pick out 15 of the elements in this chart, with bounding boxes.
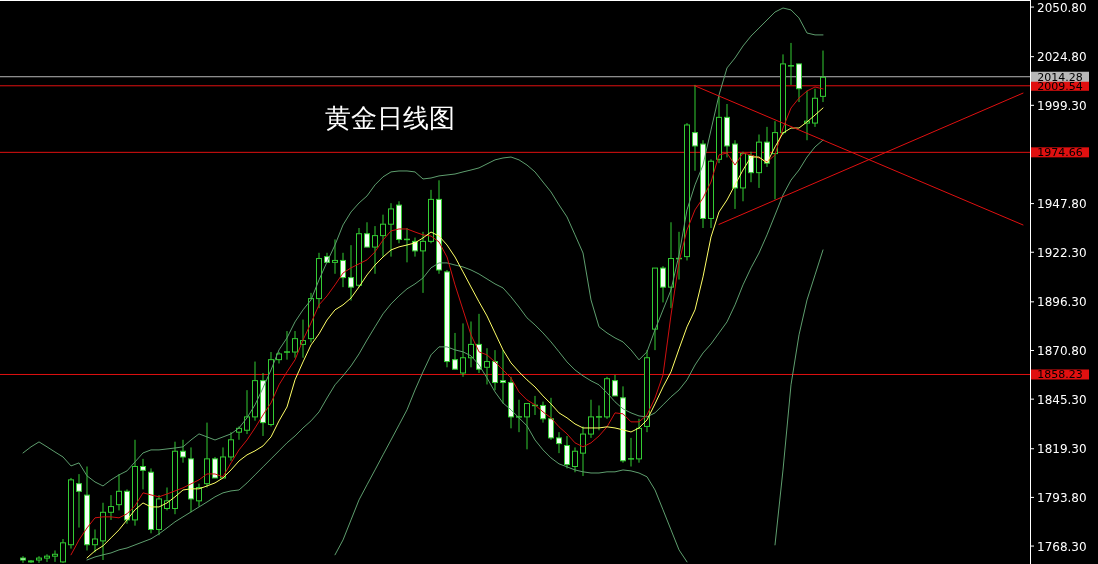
y-tick-label: 1819.30 xyxy=(1037,442,1087,457)
y-tick-label: 1999.30 xyxy=(1037,98,1087,113)
y-tick-label: 1870.80 xyxy=(1037,344,1087,358)
ref-line-label: 1858.23 xyxy=(1037,368,1083,382)
ref-line-label: 2009.54 xyxy=(1037,79,1083,93)
y-tick-label: 1768.30 xyxy=(1037,539,1087,554)
ref-line-label: 1974.66 xyxy=(1037,146,1083,160)
y-tick-label: 1845.30 xyxy=(1037,392,1087,407)
text: 黄金日线图 xyxy=(325,103,455,133)
y-tick-label: 2024.80 xyxy=(1037,50,1087,65)
y-tick-label: 1793.80 xyxy=(1037,490,1087,505)
y-tick-label: 2050.80 xyxy=(1037,0,1087,15)
y-tick-label: 1922.30 xyxy=(1037,245,1087,260)
y-tick-label: 1896.30 xyxy=(1037,295,1087,310)
y-tick-label: 1947.80 xyxy=(1037,197,1087,212)
